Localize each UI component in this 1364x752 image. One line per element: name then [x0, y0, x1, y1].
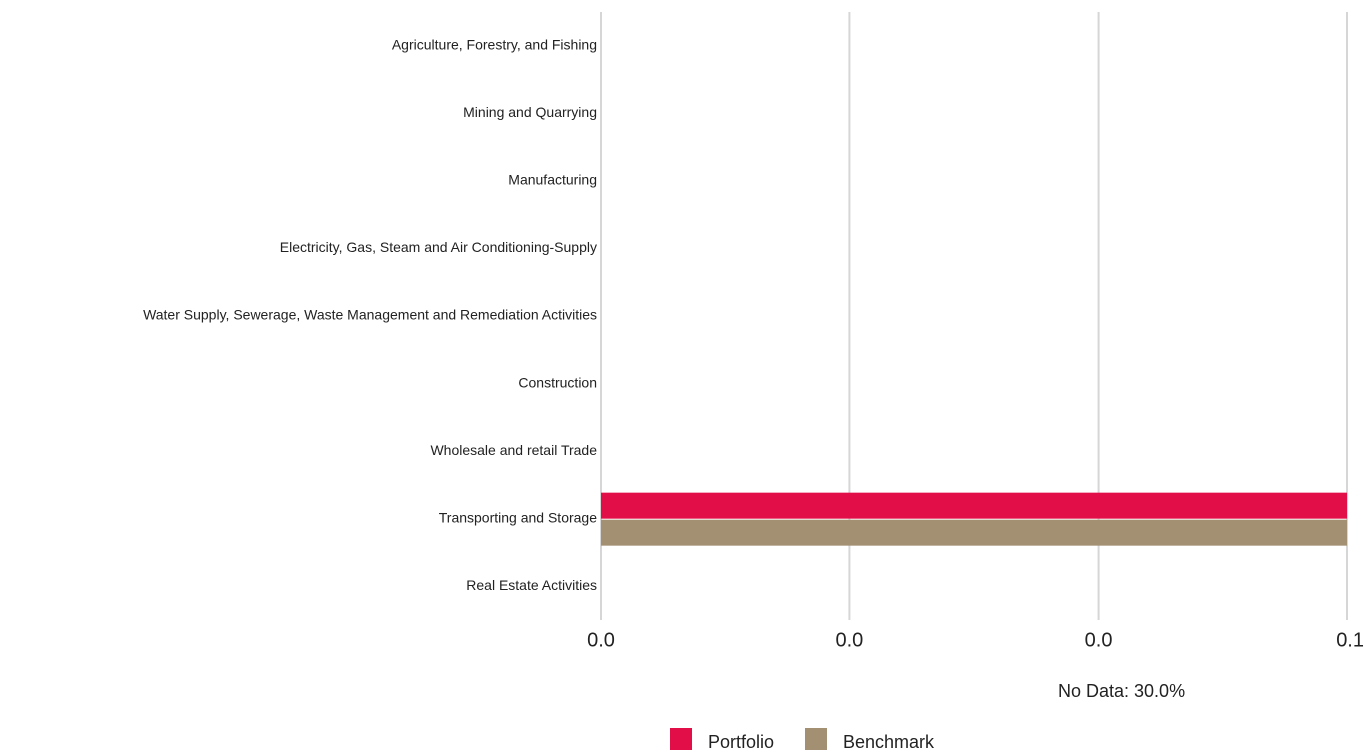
legend-swatch [670, 728, 692, 750]
y-tick-label: Construction [518, 374, 597, 390]
y-tick-label: Mining and Quarrying [463, 104, 597, 120]
legend-label: Benchmark [843, 732, 935, 752]
y-tick-label: Water Supply, Sewerage, Waste Management… [143, 307, 597, 323]
y-tick-label: Electricity, Gas, Steam and Air Conditio… [280, 239, 597, 255]
bar [601, 492, 1347, 519]
x-tick-label: 0.0 [836, 629, 864, 651]
legend-swatch [805, 728, 827, 750]
annotation: No Data: 30.0% [1058, 681, 1185, 701]
y-tick-label: Wholesale and retail Trade [430, 442, 597, 458]
y-tick-label: Transporting and Storage [439, 509, 597, 525]
legend-label: Portfolio [708, 732, 774, 752]
y-tick-label: Manufacturing [508, 172, 597, 188]
bar [601, 519, 1347, 546]
x-tick-label: 0.1 [1336, 629, 1364, 651]
y-tick-label: Real Estate Activities [466, 577, 597, 593]
x-tick-label: 0.0 [587, 629, 615, 651]
x-tick-label: 0.0 [1085, 629, 1113, 651]
y-tick-label: Agriculture, Forestry, and Fishing [392, 36, 597, 52]
